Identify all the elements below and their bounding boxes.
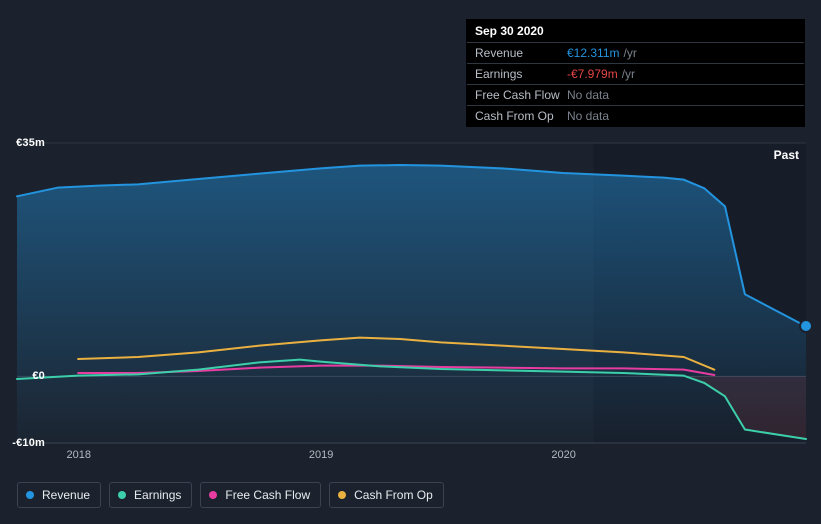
series-end-marker bbox=[799, 319, 813, 333]
x-tick-label: 2018 bbox=[67, 449, 91, 461]
tooltip-row: Revenue€12.311m/yr bbox=[467, 43, 804, 64]
tooltip-row-unit: /yr bbox=[623, 46, 636, 60]
past-label: Past bbox=[774, 148, 799, 162]
tooltip-row: Free Cash FlowNo data bbox=[467, 85, 804, 106]
legend-dot-icon bbox=[209, 491, 217, 499]
tooltip-row-label: Earnings bbox=[475, 67, 567, 81]
legend-item-label: Free Cash Flow bbox=[225, 488, 310, 502]
tooltip-row-value: €12.311m bbox=[567, 46, 619, 60]
tooltip-row-value: No data bbox=[567, 88, 609, 102]
y-tick-label: €0 bbox=[32, 370, 45, 382]
earnings-revenue-chart: €35m €0 -€10m 2018 2019 2020 Past Sep 30 2020… bbox=[0, 0, 821, 524]
tooltip-row: Earnings-€7.979m/yr bbox=[467, 64, 804, 85]
y-tick-label: €35m bbox=[16, 137, 45, 149]
x-tick-label: 2020 bbox=[551, 449, 575, 461]
legend-item-label: Cash From Op bbox=[354, 488, 433, 502]
y-tick-label: -€10m bbox=[12, 437, 45, 449]
legend-dot-icon bbox=[118, 491, 126, 499]
x-tick-label: 2019 bbox=[309, 449, 333, 461]
legend-item-revenue[interactable]: Revenue bbox=[17, 482, 101, 508]
tooltip-row-label: Revenue bbox=[475, 46, 567, 60]
tooltip-row-value: -€7.979m bbox=[567, 67, 618, 81]
tooltip-row-label: Free Cash Flow bbox=[475, 88, 567, 102]
tooltip-row: Cash From OpNo data bbox=[467, 106, 804, 126]
legend-dot-icon bbox=[338, 491, 346, 499]
chart-legend: Revenue Earnings Free Cash Flow Cash From O… bbox=[17, 482, 444, 508]
tooltip-title: Sep 30 2020 bbox=[467, 20, 804, 43]
tooltip-row-label: Cash From Op bbox=[475, 109, 567, 123]
chart-tooltip: Sep 30 2020 Revenue€12.311m/yrEarnings-€… bbox=[466, 19, 805, 127]
tooltip-row-unit: /yr bbox=[622, 67, 635, 81]
legend-item-cash-from-op[interactable]: Cash From Op bbox=[329, 482, 444, 508]
legend-dot-icon bbox=[26, 491, 34, 499]
tooltip-row-value: No data bbox=[567, 109, 609, 123]
legend-item-label: Revenue bbox=[42, 488, 90, 502]
legend-item-free-cash-flow[interactable]: Free Cash Flow bbox=[200, 482, 321, 508]
legend-item-label: Earnings bbox=[134, 488, 181, 502]
legend-item-earnings[interactable]: Earnings bbox=[109, 482, 192, 508]
